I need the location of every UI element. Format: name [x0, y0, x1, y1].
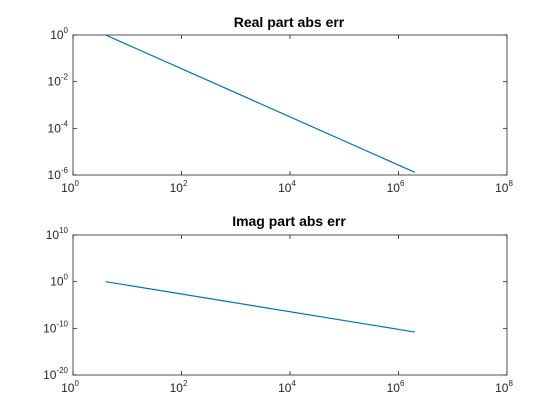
axes-top: Real part abs err 100 102 104 106 108 10-6 10-…: [48, 14, 514, 195]
x-tick-label: 100: [61, 179, 79, 195]
x-tick-label: 104: [278, 179, 296, 195]
axes-frame-bottom: [72, 234, 508, 376]
x-tick-label: 104: [278, 379, 296, 395]
x-tick-label: 106: [387, 179, 405, 195]
y-tick-label: 10-2: [48, 73, 69, 89]
series-line: [105, 34, 416, 173]
axes-bottom: Imag part abs err 100 102 104 106 10810-2010…: [43, 213, 513, 395]
y-tick-label: 1010: [46, 226, 69, 242]
x-tick-label: 108: [495, 179, 513, 195]
axes-frame-top: [72, 34, 508, 176]
y-tick-label: 10-10: [43, 319, 68, 335]
y-tick-label: 10-4: [48, 119, 69, 135]
y-tick-label: 10-6: [48, 166, 69, 182]
y-tick-label: 10-20: [43, 366, 68, 382]
x-tick-label: 102: [170, 179, 188, 195]
x-tick-label: 106: [387, 379, 405, 395]
y-tick-label: 100: [50, 273, 68, 289]
y-tick-label: 100: [50, 26, 68, 42]
chart-title-top: Real part abs err: [234, 14, 345, 30]
x-tick-label: 100: [61, 379, 79, 395]
series-line: [105, 281, 415, 333]
x-tick-label: 102: [170, 379, 188, 395]
x-tick-label: 108: [495, 379, 513, 395]
chart-title-bottom: Imag part abs err: [232, 213, 346, 229]
